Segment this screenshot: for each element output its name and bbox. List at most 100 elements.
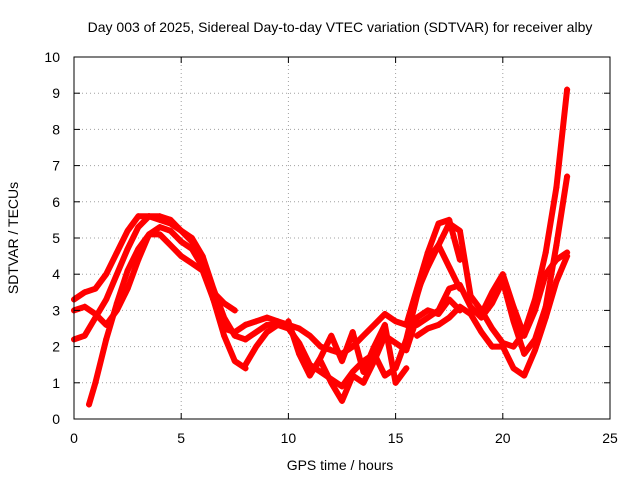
y-tick-label: 3 bbox=[52, 302, 60, 318]
y-tick-label: 9 bbox=[52, 85, 60, 101]
data-point bbox=[414, 289, 421, 296]
data-point bbox=[167, 242, 174, 249]
data-point bbox=[349, 372, 356, 379]
data-point bbox=[381, 311, 388, 318]
data-point bbox=[103, 271, 110, 278]
data-point bbox=[135, 224, 142, 231]
data-point bbox=[92, 285, 99, 292]
data-point bbox=[113, 249, 120, 256]
data-point bbox=[253, 318, 260, 325]
data-point bbox=[564, 173, 571, 180]
data-point bbox=[446, 220, 453, 227]
chart-title: Day 003 of 2025, Sidereal Day-to-day VTE… bbox=[88, 19, 593, 35]
series-band bbox=[71, 224, 238, 328]
data-marks bbox=[71, 86, 571, 408]
data-point bbox=[113, 271, 120, 278]
y-axis-label: SDTVAR / TECUs bbox=[5, 182, 21, 294]
x-tick-label: 25 bbox=[602, 430, 618, 446]
data-point bbox=[124, 227, 131, 234]
data-point bbox=[231, 307, 238, 314]
data-point bbox=[553, 278, 560, 285]
data-point bbox=[242, 321, 249, 328]
data-point bbox=[542, 249, 549, 256]
axis-ticks bbox=[73, 56, 611, 420]
data-point bbox=[328, 379, 335, 386]
data-point bbox=[542, 314, 549, 321]
data-point bbox=[435, 307, 442, 314]
data-point bbox=[553, 242, 560, 249]
data-point bbox=[124, 285, 131, 292]
data-point bbox=[103, 296, 110, 303]
series-track-8 bbox=[285, 318, 410, 386]
x-axis-label: GPS time / hours bbox=[287, 457, 394, 473]
data-point bbox=[414, 321, 421, 328]
data-point bbox=[510, 365, 517, 372]
data-point bbox=[510, 318, 517, 325]
data-point bbox=[253, 343, 260, 350]
data-point bbox=[86, 401, 93, 408]
data-point bbox=[306, 332, 313, 339]
data-point bbox=[381, 372, 388, 379]
data-point bbox=[478, 329, 485, 336]
data-point bbox=[467, 292, 474, 299]
data-point bbox=[263, 321, 270, 328]
data-point bbox=[328, 347, 335, 354]
data-point bbox=[296, 350, 303, 357]
data-point bbox=[274, 321, 281, 328]
data-point bbox=[103, 321, 110, 328]
data-point bbox=[381, 321, 388, 328]
data-point bbox=[414, 314, 421, 321]
data-point bbox=[424, 307, 431, 314]
data-point bbox=[146, 231, 153, 238]
x-tick-label: 20 bbox=[495, 430, 511, 446]
y-tick-label: 4 bbox=[52, 266, 60, 282]
data-point bbox=[424, 263, 431, 270]
data-point bbox=[188, 245, 195, 252]
data-point bbox=[167, 216, 174, 223]
y-tick-label: 2 bbox=[52, 339, 60, 355]
data-point bbox=[435, 321, 442, 328]
data-point bbox=[489, 289, 496, 296]
data-point bbox=[253, 329, 260, 336]
data-point bbox=[392, 379, 399, 386]
data-point bbox=[446, 285, 453, 292]
data-point bbox=[446, 296, 453, 303]
data-point bbox=[360, 368, 367, 375]
data-point bbox=[317, 368, 324, 375]
data-point bbox=[92, 311, 99, 318]
grid bbox=[74, 57, 610, 419]
data-point bbox=[135, 256, 142, 263]
data-point bbox=[156, 213, 163, 220]
series-track-4 bbox=[71, 224, 238, 328]
data-point bbox=[456, 227, 463, 234]
data-point bbox=[403, 347, 410, 354]
data-point bbox=[456, 282, 463, 289]
data-point bbox=[521, 350, 528, 357]
y-tick-label: 6 bbox=[52, 194, 60, 210]
data-point bbox=[146, 213, 153, 220]
data-point bbox=[103, 336, 110, 343]
data-point bbox=[285, 318, 292, 325]
data-point bbox=[231, 332, 238, 339]
data-point bbox=[531, 347, 538, 354]
data-point bbox=[371, 343, 378, 350]
y-tick-label: 8 bbox=[52, 121, 60, 137]
data-point bbox=[188, 260, 195, 267]
data-point bbox=[392, 339, 399, 346]
data-point bbox=[446, 263, 453, 270]
data-point bbox=[371, 321, 378, 328]
data-point bbox=[360, 332, 367, 339]
data-point bbox=[81, 289, 88, 296]
x-tick-label: 5 bbox=[177, 430, 185, 446]
data-point bbox=[392, 318, 399, 325]
data-point bbox=[221, 332, 228, 339]
data-point bbox=[167, 227, 174, 234]
data-point bbox=[531, 307, 538, 314]
data-point bbox=[499, 343, 506, 350]
data-point bbox=[242, 336, 249, 343]
data-point bbox=[510, 303, 517, 310]
data-point bbox=[135, 213, 142, 220]
data-point bbox=[435, 220, 442, 227]
data-point bbox=[210, 289, 217, 296]
data-point bbox=[178, 253, 185, 260]
